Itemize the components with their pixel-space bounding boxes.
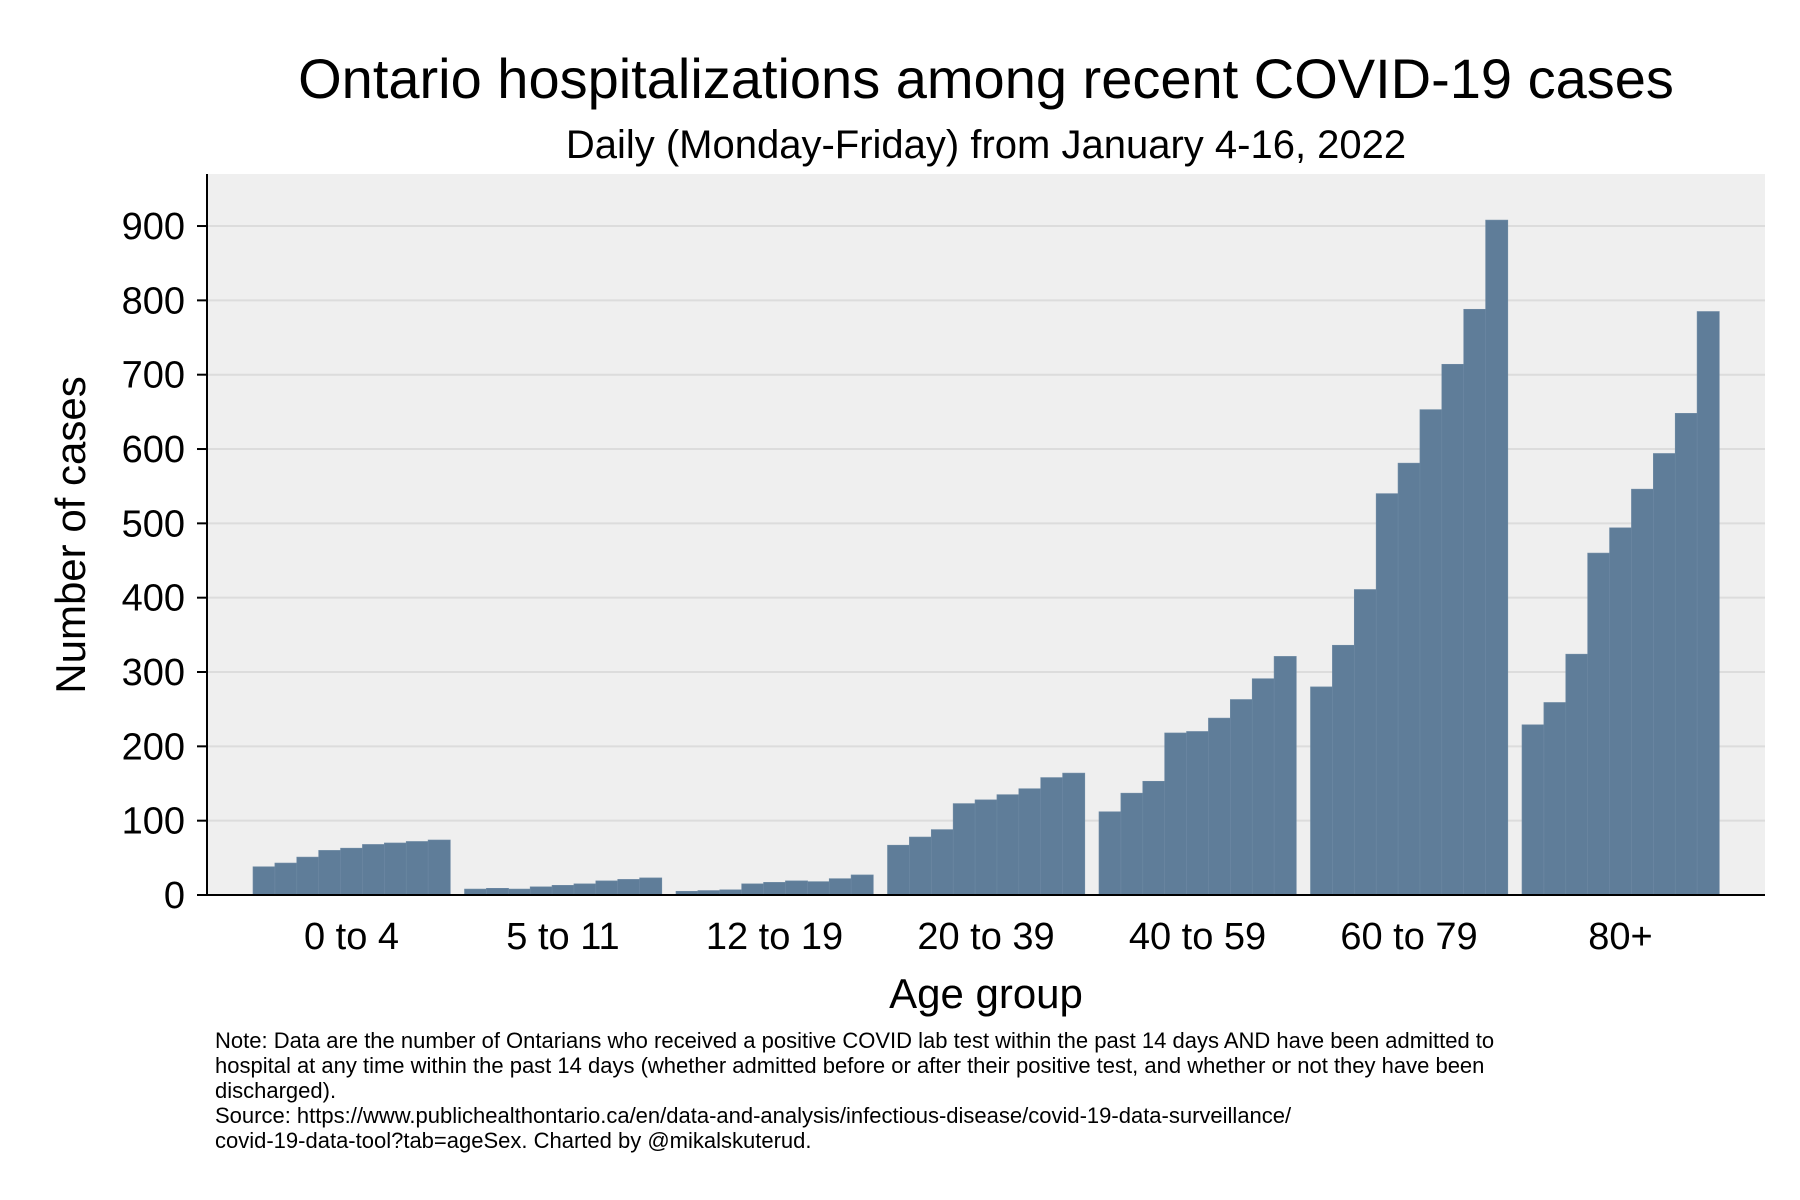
bar [741,883,765,896]
x-tick-label: 20 to 39 [917,916,1054,958]
bar [1609,527,1633,896]
x-ticks: 0 to 4 5 to 11 12 to 19 20 to 39 40 to 59 60 … [304,916,1653,958]
bar [1463,308,1487,896]
bar [318,850,342,896]
bar [296,856,320,896]
bar [252,866,276,896]
bar [1062,772,1086,896]
bar [850,874,874,896]
bar [1208,717,1231,896]
x-tick-label: 80+ [1588,916,1652,958]
chart-note: Note: Data are the number of Ontarians w… [215,1028,1665,1153]
bars [252,219,1720,896]
bar [405,841,429,896]
note-line: discharged). [215,1078,337,1103]
bar [1098,811,1122,896]
bar [996,794,1020,896]
bar [340,847,364,896]
x-tick-label: 12 to 19 [706,916,843,958]
chart-title: Ontario hospitalizations among recent CO… [298,47,1674,110]
y-tick-label: 800 [122,280,185,322]
bar [384,842,407,896]
y-tick-label: 0 [164,875,185,917]
bar [1353,589,1377,896]
bar [427,839,451,896]
x-tick-label: 60 to 79 [1340,916,1477,958]
bar [1186,731,1210,896]
x-axis-label: Age group [889,970,1083,1017]
bar [1653,453,1676,896]
bar [1164,732,1188,896]
bar [1521,724,1545,896]
bar [573,883,597,896]
y-tick-label: 400 [122,578,185,620]
bar [1120,792,1144,896]
bar [1674,413,1698,896]
y-tick-label: 900 [122,206,185,248]
bar [909,836,932,896]
x-tick-label: 0 to 4 [304,916,399,958]
bar [274,862,298,896]
bar [1040,777,1064,896]
y-ticks: 0 100 200 300 400 500 600 700 800 900 [122,206,207,917]
bar [529,886,553,896]
y-tick-label: 500 [122,503,185,545]
bar [763,882,787,896]
bar [551,885,575,896]
bar [930,829,954,896]
bar [1251,678,1275,896]
bar [974,799,998,896]
source-line: Source: https://www.publichealthontario.… [215,1103,1292,1128]
bar [1587,552,1611,896]
bar [1142,780,1166,896]
bar [1696,311,1720,896]
bar [1375,493,1399,896]
bar [1631,488,1654,896]
chart-subtitle: Daily (Monday-Friday) from January 4-16,… [566,123,1406,167]
bar [1419,409,1443,896]
source-line: covid-19-data-tool?tab=ageSex. Charted b… [215,1128,812,1153]
bar [1543,702,1567,896]
bar [486,888,509,896]
bar [362,844,385,896]
bar [617,879,641,896]
bar [1441,363,1465,896]
y-tick-label: 600 [122,429,185,471]
bar [1018,788,1042,896]
bar [639,877,663,896]
bar [887,844,910,896]
bar [1310,686,1333,896]
note-line: Note: Data are the number of Ontarians w… [215,1028,1495,1053]
x-tick-label: 5 to 11 [506,916,619,958]
bar [785,880,808,896]
bar [1565,653,1589,896]
bar [1230,699,1253,896]
bar [952,803,976,896]
bar [1397,462,1421,896]
bar [828,878,852,896]
bar [1485,219,1509,896]
bar [1332,644,1355,896]
bar [807,881,830,896]
y-tick-label: 700 [122,355,185,397]
note-line: hospital at any time within the past 14 … [215,1053,1485,1078]
y-tick-label: 100 [122,801,185,843]
bar [1273,656,1297,896]
y-tick-label: 200 [122,726,185,768]
bar [595,880,619,896]
y-axis-label: Number of cases [47,376,94,693]
x-tick-label: 40 to 59 [1129,916,1266,958]
y-tick-label: 300 [122,652,185,694]
